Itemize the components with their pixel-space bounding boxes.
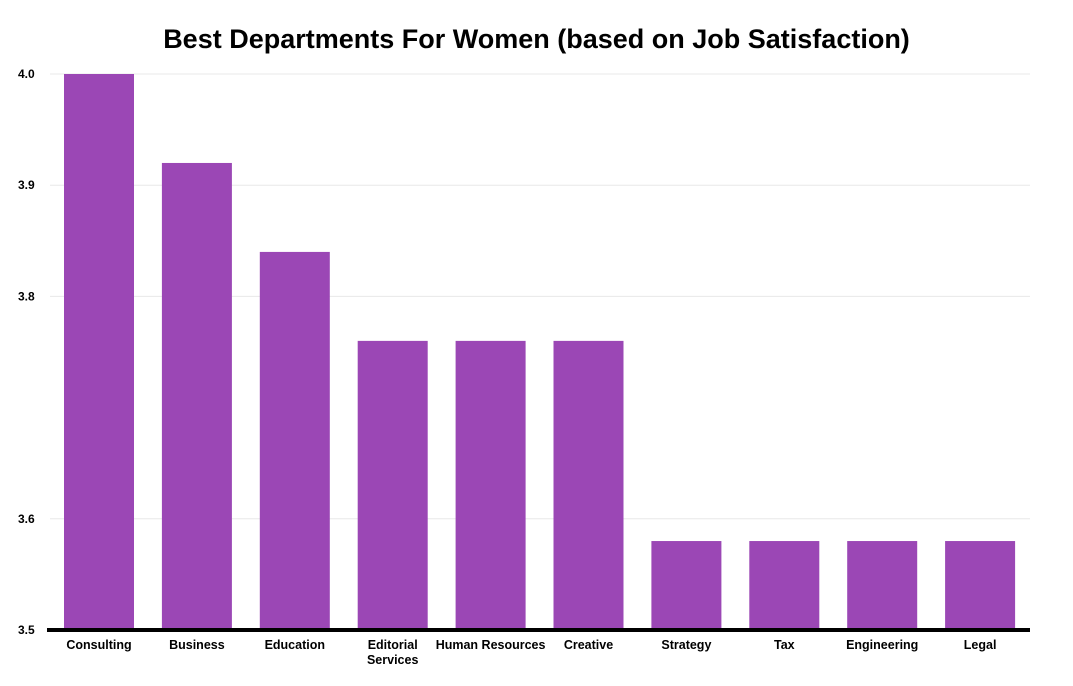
bar [847, 541, 918, 630]
y-tick-label: 3.8 [18, 289, 35, 303]
x-category-label: Editorial Services [367, 638, 418, 667]
bar [455, 340, 526, 630]
x-category-label: Engineering [846, 638, 918, 652]
x-category-label: Business [169, 638, 225, 652]
chart-title: Best Departments For Women (based on Job… [163, 24, 910, 54]
bars [64, 74, 1016, 631]
bar [651, 541, 722, 630]
bar [553, 340, 624, 630]
y-tick-label: 3.5 [18, 623, 35, 637]
bar [259, 251, 330, 631]
y-tick-label: 3.9 [18, 178, 35, 192]
x-category-label: Consulting [66, 638, 131, 652]
x-axis-categories: Consulting Business Education Editorial Serv… [66, 638, 996, 667]
y-tick-label: 3.6 [18, 512, 35, 526]
x-category-label: Tax [774, 638, 795, 652]
x-category-label: Legal [964, 638, 997, 652]
x-category-label: Education [265, 638, 325, 652]
x-category-label: Creative [564, 638, 613, 652]
bar [357, 340, 428, 630]
bar [749, 541, 820, 630]
bar [161, 162, 232, 630]
x-category-label: Strategy [661, 638, 711, 652]
x-category-label: Human Resources [436, 638, 546, 652]
bar [945, 541, 1016, 630]
y-tick-label: 4.0 [18, 67, 35, 81]
y-axis-ticks: 3.5 3.6 3.8 3.9 4.0 [18, 67, 35, 637]
bar [64, 74, 134, 630]
